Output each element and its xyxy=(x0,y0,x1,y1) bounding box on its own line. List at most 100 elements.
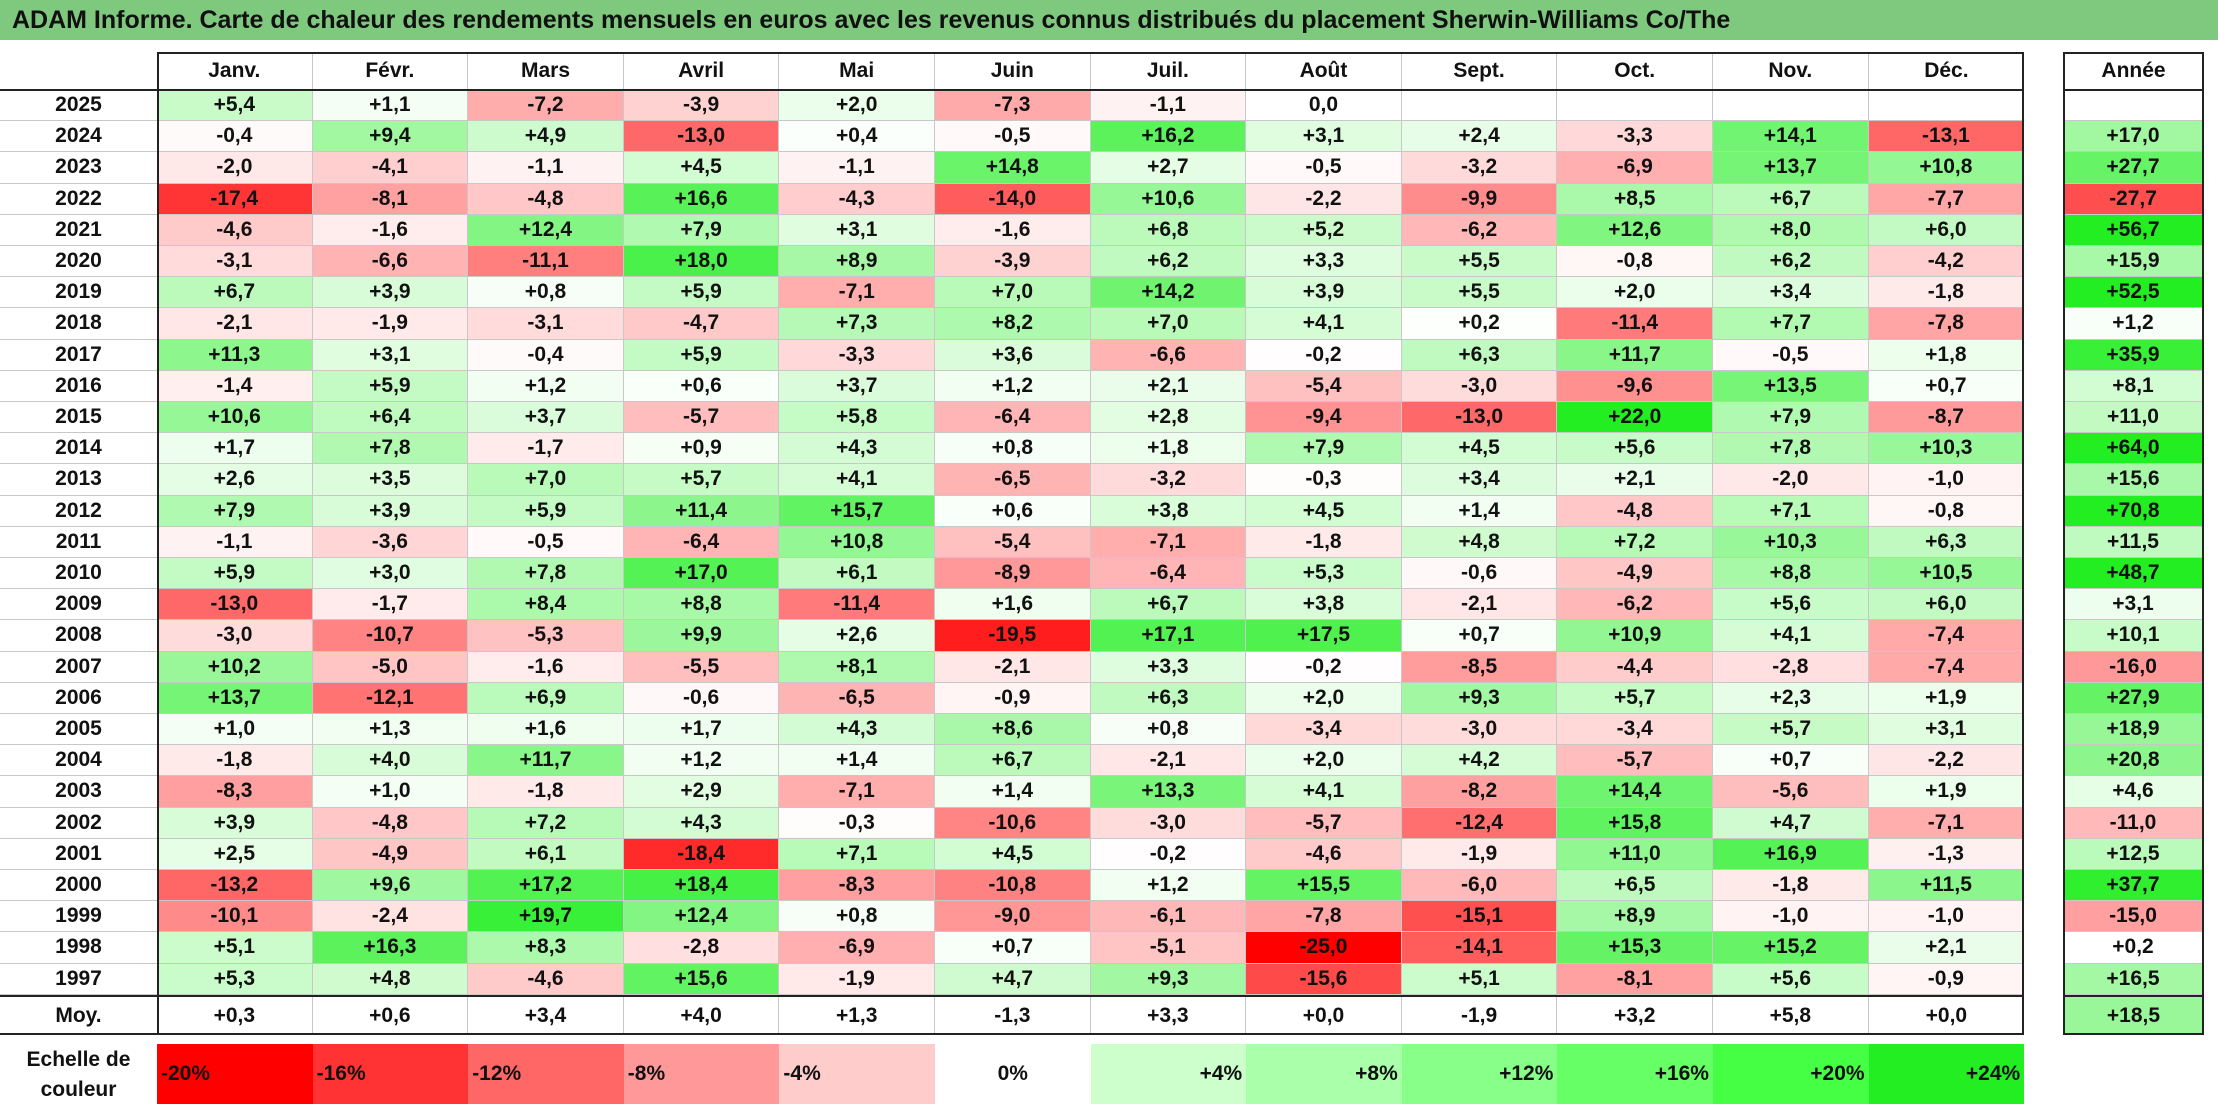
heatmap-cell: +4,7 xyxy=(1713,807,1869,839)
heatmap-cell: +6,9 xyxy=(468,682,624,714)
heatmap-cell: +16,2 xyxy=(1090,121,1247,153)
heatmap-cell: -12,4 xyxy=(1401,807,1558,839)
annual-cell: +27,7 xyxy=(2063,152,2204,184)
heatmap-cell: -2,2 xyxy=(1868,745,2025,777)
heatmap-cell: +5,1 xyxy=(157,932,313,964)
year-label: 2011 xyxy=(0,527,157,558)
heatmap-cell: +8,8 xyxy=(623,589,780,621)
heatmap-cell: +7,2 xyxy=(1557,526,1713,558)
heatmap-cell: -13,0 xyxy=(623,121,780,153)
heatmap-cell: +4,5 xyxy=(1401,433,1558,465)
row-divider xyxy=(0,89,2025,91)
heatmap-cell: -4,6 xyxy=(157,214,313,246)
heatmap-cell: +10,9 xyxy=(1557,620,1713,652)
heatmap-cell: +7,9 xyxy=(623,214,780,246)
heatmap-cell: -1,0 xyxy=(1868,901,2025,933)
heatmap-cell: -0,9 xyxy=(935,682,1091,714)
heatmap-cell: -13,2 xyxy=(157,870,313,902)
color-scale-step: +8% xyxy=(1246,1044,1402,1104)
year-label: 1999 xyxy=(0,901,157,933)
heatmap-cell: +14,8 xyxy=(935,152,1091,184)
heatmap-cell: +1,7 xyxy=(157,433,313,465)
year-label: 2010 xyxy=(0,558,157,590)
year-label: 2021 xyxy=(0,215,157,246)
heatmap-cell: -4,3 xyxy=(779,183,935,215)
heatmap-cell: -13,0 xyxy=(1401,402,1558,434)
heatmap-cell: +8,5 xyxy=(1557,183,1713,215)
heatmap-cell: +6,5 xyxy=(1557,870,1713,902)
heatmap-cell: -0,5 xyxy=(935,121,1091,153)
heatmap-cell: +0,4 xyxy=(779,121,935,153)
year-label: 2024 xyxy=(0,121,157,153)
heatmap-cell: +16,9 xyxy=(1713,838,1869,870)
average-cell: +0,3 xyxy=(157,996,313,1035)
heatmap-cell: -3,0 xyxy=(157,620,313,652)
heatmap-cell: -0,2 xyxy=(1246,339,1402,371)
average-annual-cell: +18,5 xyxy=(2063,996,2204,1035)
heatmap-cell: -4,7 xyxy=(623,308,780,340)
heatmap-cell: +7,8 xyxy=(1713,433,1869,465)
heatmap-cell: +4,3 xyxy=(779,433,935,465)
heatmap-cell: +5,6 xyxy=(1557,433,1713,465)
heatmap-cell: +15,3 xyxy=(1557,932,1713,964)
heatmap-cell: +9,3 xyxy=(1401,682,1558,714)
color-scale-step: 0% xyxy=(935,1044,1091,1104)
heatmap-cell: +8,0 xyxy=(1713,214,1869,246)
heatmap-cell: +6,3 xyxy=(1868,526,2025,558)
heatmap-cell: -3,0 xyxy=(1401,714,1558,746)
heatmap-cell: -5,4 xyxy=(935,526,1091,558)
heatmap-cell: -3,1 xyxy=(157,246,313,278)
heatmap-cell: -0,4 xyxy=(468,339,624,371)
heatmap-cell: -6,0 xyxy=(1401,870,1558,902)
heatmap-cell: -6,5 xyxy=(779,682,935,714)
heatmap-cell: -10,8 xyxy=(935,870,1091,902)
heatmap-cell: +11,7 xyxy=(468,745,624,777)
heatmap-cell: -5,7 xyxy=(1246,807,1402,839)
heatmap-cell: -0,2 xyxy=(1090,838,1247,870)
heatmap-cell: +3,7 xyxy=(779,370,935,402)
heatmap-cell: -15,6 xyxy=(1246,963,1402,995)
heatmap-cell: -1,8 xyxy=(468,776,624,808)
heatmap-cell: +4,5 xyxy=(1246,495,1402,527)
heatmap-cell: +2,0 xyxy=(779,90,935,122)
heatmap-cell: +2,7 xyxy=(1090,152,1247,184)
heatmap-cell xyxy=(1868,90,2025,122)
heatmap-cell: -6,1 xyxy=(1090,901,1247,933)
heatmap-cell: +6,2 xyxy=(1090,246,1247,278)
heatmap-cell: +3,9 xyxy=(312,277,469,309)
heatmap-cell: +4,1 xyxy=(1713,620,1869,652)
heatmap-cell xyxy=(1557,90,1713,122)
heatmap-cell: -1,8 xyxy=(1868,277,2025,309)
heatmap-cell: -7,1 xyxy=(1090,526,1247,558)
heatmap-cell: -3,9 xyxy=(935,246,1091,278)
heatmap-cell: -1,9 xyxy=(779,963,935,995)
year-label: 2018 xyxy=(0,308,157,340)
heatmap-cell: +1,8 xyxy=(1090,433,1247,465)
heatmap-cell: +17,5 xyxy=(1246,620,1402,652)
color-scale-step: -12% xyxy=(468,1044,624,1104)
heatmap-cell: +0,8 xyxy=(1090,714,1247,746)
heatmap-cell: +7,9 xyxy=(157,495,313,527)
average-cell: +3,4 xyxy=(468,996,624,1035)
average-cell: +3,2 xyxy=(1557,996,1713,1035)
month-header: Avril xyxy=(624,52,780,90)
heatmap-cell: +9,6 xyxy=(312,870,469,902)
annual-cell: +0,2 xyxy=(2063,932,2204,964)
heatmap-cell: -1,8 xyxy=(1713,870,1869,902)
heatmap-cell: +5,9 xyxy=(157,558,313,590)
heatmap-cell: +2,8 xyxy=(1090,402,1247,434)
year-label: 2003 xyxy=(0,776,157,808)
heatmap-cell: +0,7 xyxy=(1868,370,2025,402)
heatmap-cell: +10,3 xyxy=(1868,433,2025,465)
heatmap-cell: +15,2 xyxy=(1713,932,1869,964)
heatmap-cell: +1,2 xyxy=(468,370,624,402)
heatmap-cell: -14,0 xyxy=(935,183,1091,215)
heatmap-cell: +22,0 xyxy=(1557,402,1713,434)
heatmap-cell: -6,6 xyxy=(312,246,469,278)
heatmap-cell: +4,8 xyxy=(312,963,469,995)
heatmap-cell: -3,4 xyxy=(1246,714,1402,746)
year-label: 1997 xyxy=(0,964,157,995)
heatmap-cell: -9,9 xyxy=(1401,183,1558,215)
month-header: Mai xyxy=(779,52,935,90)
annual-cell: +16,5 xyxy=(2063,963,2204,995)
